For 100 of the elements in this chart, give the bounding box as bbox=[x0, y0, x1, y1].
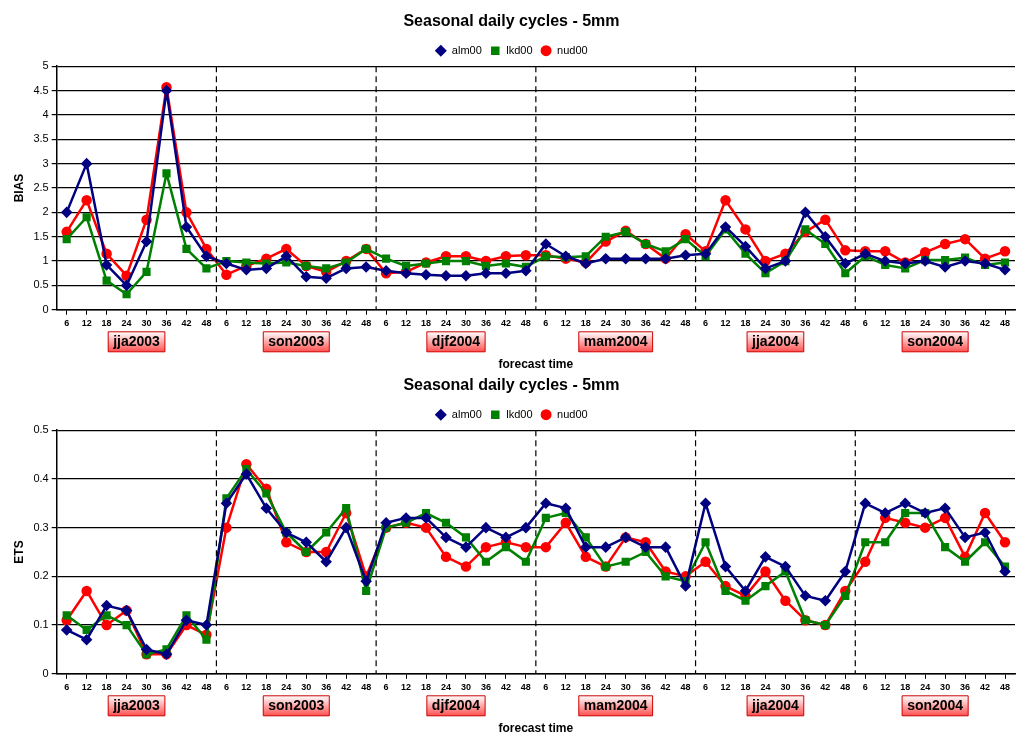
x-tick-label: 42 bbox=[181, 317, 192, 328]
x-tick-label: 48 bbox=[520, 681, 531, 692]
x-tick-label: 42 bbox=[660, 681, 671, 692]
y-tick-label: 0.1 bbox=[33, 618, 49, 631]
x-tick-label: 12 bbox=[81, 317, 92, 328]
y-tick-label: 3.5 bbox=[33, 132, 49, 145]
y-tick-label: 0 bbox=[42, 302, 49, 315]
text: son2003 bbox=[268, 333, 325, 350]
x-tick-label: 24 bbox=[920, 681, 931, 692]
x-tick-label: 18 bbox=[900, 317, 911, 328]
x-tick-label: 24 bbox=[920, 317, 931, 328]
x-tick-label: 24 bbox=[600, 317, 611, 328]
x-tick-label: 18 bbox=[900, 681, 911, 692]
x-tick-label: 48 bbox=[840, 681, 851, 692]
x-tick-label: 6 bbox=[223, 681, 229, 692]
x-tick-label: 12 bbox=[81, 681, 92, 692]
x-tick-label: 42 bbox=[181, 681, 192, 692]
x-tick-label: 18 bbox=[421, 681, 432, 692]
x-tick-label: 30 bbox=[940, 317, 951, 328]
x-tick-label: 48 bbox=[520, 317, 531, 328]
x-tick-label: 48 bbox=[361, 317, 372, 328]
x-tick-label: 24 bbox=[600, 681, 611, 692]
x-tick-label: 42 bbox=[980, 317, 991, 328]
x-tick-label: 36 bbox=[480, 681, 491, 692]
x-tick-label: 36 bbox=[960, 681, 971, 692]
x-tick-label: 24 bbox=[281, 317, 292, 328]
text: jja2004 bbox=[751, 333, 799, 350]
x-axis-title: forecast time bbox=[498, 357, 574, 372]
y-tick-label: 1 bbox=[42, 254, 49, 267]
x-tick-label: 12 bbox=[401, 317, 412, 328]
x-tick-label: 30 bbox=[141, 681, 152, 692]
x-tick-label: 48 bbox=[680, 317, 691, 328]
x-tick-label: 30 bbox=[620, 681, 631, 692]
text: son2003 bbox=[268, 697, 325, 714]
x-tick-label: 6 bbox=[703, 317, 709, 328]
y-axis-title: ETS bbox=[11, 540, 26, 564]
x-tick-label: 18 bbox=[101, 681, 112, 692]
x-tick-label: 36 bbox=[640, 681, 651, 692]
x-tick-label: 6 bbox=[862, 317, 868, 328]
legend-label: alm00 bbox=[451, 43, 482, 56]
y-tick-label: 0.3 bbox=[33, 520, 49, 533]
x-tick-label: 6 bbox=[223, 317, 229, 328]
x-tick-label: 42 bbox=[660, 317, 671, 328]
x-tick-label: 12 bbox=[880, 317, 891, 328]
x-tick-label: 42 bbox=[820, 681, 831, 692]
x-tick-label: 24 bbox=[121, 317, 132, 328]
legend-label: nud00 bbox=[557, 43, 588, 56]
x-tick-label: 48 bbox=[1000, 317, 1011, 328]
x-tick-label: 30 bbox=[780, 681, 791, 692]
x-tick-label: 36 bbox=[161, 681, 172, 692]
x-tick-label: 24 bbox=[121, 681, 132, 692]
x-tick-label: 12 bbox=[880, 681, 891, 692]
x-tick-label: 24 bbox=[760, 317, 771, 328]
x-tick-label: 42 bbox=[500, 317, 511, 328]
x-tick-label: 36 bbox=[321, 681, 332, 692]
x-tick-label: 36 bbox=[480, 317, 491, 328]
x-tick-label: 48 bbox=[680, 681, 691, 692]
y-tick-label: 0.2 bbox=[33, 569, 49, 582]
x-tick-label: 30 bbox=[620, 317, 631, 328]
x-tick-label: 6 bbox=[703, 681, 709, 692]
x-tick-label: 24 bbox=[441, 317, 452, 328]
x-tick-label: 24 bbox=[760, 681, 771, 692]
x-tick-label: 18 bbox=[740, 681, 751, 692]
x-tick-label: 36 bbox=[960, 317, 971, 328]
y-tick-label: 4.5 bbox=[33, 83, 49, 96]
y-tick-label: 2 bbox=[42, 205, 49, 218]
x-tick-label: 42 bbox=[820, 317, 831, 328]
text: mam2004 bbox=[583, 333, 648, 350]
x-tick-label: 6 bbox=[383, 317, 389, 328]
x-tick-label: 42 bbox=[341, 317, 352, 328]
x-tick-label: 12 bbox=[720, 681, 731, 692]
x-tick-label: 30 bbox=[301, 681, 312, 692]
text: son2004 bbox=[907, 333, 964, 350]
x-tick-label: 12 bbox=[401, 681, 412, 692]
y-tick-label: 4 bbox=[42, 107, 49, 120]
text: son2004 bbox=[907, 697, 964, 714]
x-tick-label: 12 bbox=[241, 317, 252, 328]
x-tick-label: 18 bbox=[580, 681, 591, 692]
legend-label: lkd00 bbox=[506, 43, 533, 56]
y-tick-label: 0.5 bbox=[33, 423, 49, 436]
x-tick-label: 6 bbox=[862, 681, 868, 692]
x-tick-label: 24 bbox=[441, 681, 452, 692]
x-tick-label: 6 bbox=[543, 681, 549, 692]
x-tick-label: 30 bbox=[301, 317, 312, 328]
x-tick-label: 30 bbox=[780, 317, 791, 328]
x-axis-title: forecast time bbox=[498, 721, 574, 736]
y-tick-label: 0.4 bbox=[33, 471, 49, 484]
x-tick-label: 18 bbox=[261, 681, 272, 692]
y-tick-label: 0 bbox=[42, 666, 49, 679]
x-tick-label: 18 bbox=[261, 317, 272, 328]
y-tick-label: 0.5 bbox=[33, 278, 49, 291]
x-tick-label: 30 bbox=[460, 317, 471, 328]
y-tick-label: 3 bbox=[42, 156, 49, 169]
legend-label: alm00 bbox=[451, 407, 482, 420]
x-tick-label: 18 bbox=[580, 317, 591, 328]
x-tick-label: 36 bbox=[321, 317, 332, 328]
text: jja2004 bbox=[751, 697, 799, 714]
x-tick-label: 6 bbox=[383, 681, 389, 692]
x-tick-label: 42 bbox=[980, 681, 991, 692]
x-tick-label: 48 bbox=[840, 317, 851, 328]
